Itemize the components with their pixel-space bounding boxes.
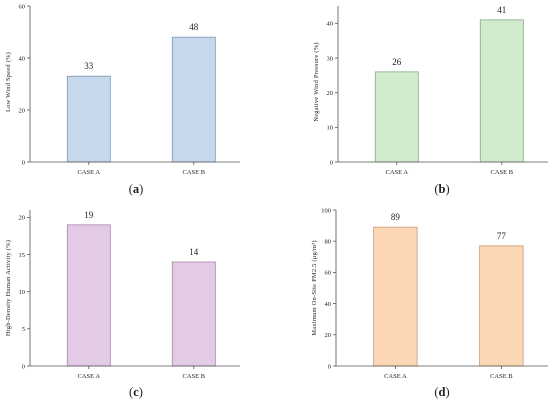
- x-tick-label: CASE B: [183, 373, 206, 380]
- y-tick-label: 30: [327, 55, 334, 62]
- y-tick-label: 40: [327, 21, 334, 28]
- axes-frame: [29, 6, 240, 163]
- y-tick-label: 5: [22, 326, 25, 333]
- y-tick-label: 10: [19, 289, 26, 296]
- x-tick-label: CASE B: [183, 169, 206, 176]
- x-ticks: CASE A CASE B: [78, 366, 206, 380]
- y-ticks: 0 10 20 30 40: [327, 21, 338, 166]
- value-label: 19: [84, 210, 94, 220]
- panel-label: (b): [434, 182, 449, 196]
- value-label: 14: [189, 247, 199, 257]
- value-label: 77: [497, 231, 507, 241]
- value-label: 41: [497, 5, 506, 15]
- x-tick-label: CASE A: [384, 373, 407, 380]
- panel-d: Maximum On-Site PM2.5 (μg/m³) 0 20 40 60 80 1…: [311, 207, 548, 399]
- y-tick-label: 20: [19, 215, 26, 222]
- y-ticks: 0 20 40 60: [19, 3, 30, 166]
- x-tick-label: CASE A: [78, 373, 101, 380]
- y-axis-label: Maximum On-Site PM2.5 (μg/m³): [311, 240, 318, 335]
- axes-frame: [337, 6, 548, 163]
- bar-case-b: [171, 36, 216, 163]
- y-axis-label: Low Wind Speed (%): [5, 52, 12, 112]
- bars: 33 48: [66, 22, 216, 163]
- bars: 89 77: [373, 212, 524, 367]
- x-tick-label: CASE A: [78, 169, 101, 176]
- panel-label: (d): [434, 385, 449, 399]
- axes-frame: [335, 210, 548, 367]
- y-tick-label: 15: [19, 252, 26, 259]
- y-tick-label: 0: [22, 159, 25, 166]
- panel-c: High-Density Human Activity (%) 0 5 10 15 20…: [5, 210, 240, 399]
- x-ticks: CASE A CASE B: [386, 162, 514, 176]
- y-tick-label: 60: [325, 270, 332, 277]
- panel-b: Negative Wind Pressure (%) 0 10 20 30 40 26 4…: [313, 5, 548, 196]
- y-tick-label: 60: [19, 3, 26, 10]
- bar-case-a: [374, 71, 419, 163]
- y-tick-label: 0: [328, 363, 331, 370]
- bar-case-a: [66, 224, 111, 367]
- y-tick-label: 40: [19, 55, 26, 62]
- y-tick-label: 0: [22, 363, 25, 370]
- x-tick-label: CASE B: [490, 373, 513, 380]
- panel-label: (a): [129, 182, 144, 196]
- bars: 26 41: [374, 5, 524, 163]
- y-tick-label: 20: [325, 332, 332, 339]
- value-label: 48: [189, 22, 199, 32]
- bar-case-b: [479, 19, 524, 163]
- bar-case-b: [171, 261, 216, 367]
- y-tick-label: 80: [325, 239, 332, 246]
- value-label: 26: [392, 57, 402, 67]
- x-ticks: CASE A CASE B: [384, 366, 513, 380]
- bar-case-a: [373, 226, 418, 367]
- value-label: 89: [391, 212, 401, 222]
- panel-label: (c): [129, 385, 143, 399]
- y-tick-label: 10: [327, 125, 334, 132]
- y-tick-label: 0: [330, 159, 333, 166]
- axes-frame: [29, 210, 240, 367]
- y-axis-label: High-Density Human Activity (%): [5, 240, 12, 336]
- y-tick-label: 20: [19, 107, 26, 114]
- y-tick-label: 40: [325, 301, 332, 308]
- y-ticks: 0 5 10 15 20: [19, 215, 30, 370]
- y-axis-label: Negative Wind Pressure (%): [313, 42, 320, 121]
- y-tick-label: 100: [321, 207, 331, 214]
- bar-case-a: [66, 75, 111, 163]
- x-tick-label: CASE B: [491, 169, 514, 176]
- x-tick-label: CASE A: [386, 169, 409, 176]
- value-label: 33: [84, 61, 94, 71]
- y-ticks: 0 20 40 60 80 100: [321, 207, 336, 370]
- y-tick-label: 20: [327, 90, 334, 97]
- x-ticks: CASE A CASE B: [78, 162, 206, 176]
- bar-case-b: [479, 245, 524, 367]
